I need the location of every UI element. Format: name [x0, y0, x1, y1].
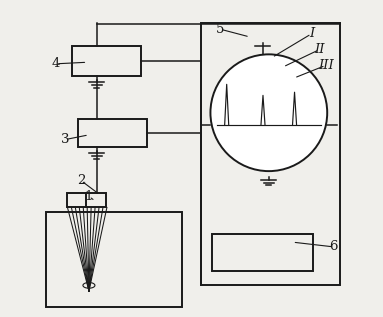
Bar	[78, 119, 147, 147]
Bar	[67, 193, 87, 207]
Text: 4: 4	[52, 57, 60, 70]
Bar	[86, 193, 106, 207]
Text: II: II	[314, 43, 324, 56]
Text: 6: 6	[329, 240, 338, 253]
Bar	[46, 212, 182, 307]
Text: III: III	[318, 59, 334, 72]
Text: I: I	[309, 27, 314, 40]
Bar	[212, 234, 313, 270]
Text: 1: 1	[85, 190, 93, 203]
Text: 2: 2	[77, 174, 85, 187]
Text: 3: 3	[61, 133, 69, 146]
Text: 5: 5	[216, 23, 224, 36]
Bar	[201, 23, 340, 285]
Circle shape	[210, 54, 327, 171]
Ellipse shape	[83, 282, 95, 288]
Bar	[72, 47, 141, 76]
